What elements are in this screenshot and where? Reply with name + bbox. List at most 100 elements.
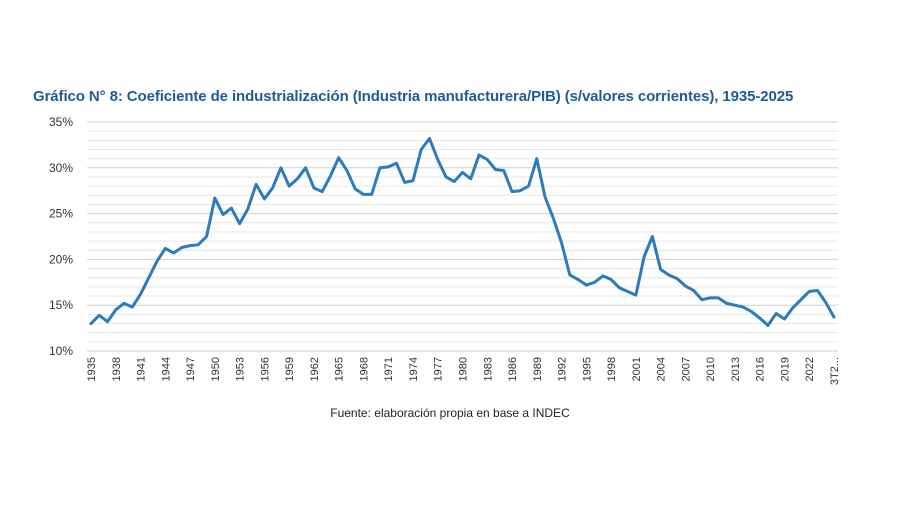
data-point <box>527 185 530 188</box>
data-point <box>577 278 580 281</box>
data-point <box>114 308 117 311</box>
x-tick-label: 2013 <box>730 357 742 381</box>
data-point <box>634 294 637 297</box>
x-tick-label: 1995 <box>581 357 593 381</box>
x-tick-label: 2022 <box>804 357 816 381</box>
x-tick-label: 1935 <box>86 357 98 381</box>
data-point <box>469 177 472 180</box>
data-point <box>436 158 439 161</box>
data-point <box>271 186 274 189</box>
data-point <box>733 304 736 307</box>
x-tick-label: 1980 <box>458 357 470 381</box>
data-point <box>312 186 315 189</box>
x-tick-label: 1953 <box>235 357 247 381</box>
data-point <box>519 189 522 192</box>
data-point <box>222 213 225 216</box>
data-point <box>552 217 555 220</box>
x-tick-label: 1986 <box>507 357 519 381</box>
data-point <box>411 179 414 182</box>
y-tick-label: 30% <box>49 161 73 175</box>
x-tick-label: 1962 <box>309 357 321 381</box>
x-tick-label: 1959 <box>284 357 296 381</box>
data-point <box>337 156 340 159</box>
x-tick-label: 1950 <box>210 357 222 381</box>
x-tick-label: 3T2... <box>829 357 841 385</box>
data-point <box>643 255 646 258</box>
data-point <box>345 169 348 172</box>
data-point <box>139 293 142 296</box>
x-tick-label: 1983 <box>482 357 494 381</box>
data-point <box>560 241 563 244</box>
data-point <box>568 273 571 276</box>
x-tick-label: 1968 <box>358 357 370 381</box>
data-point <box>610 278 613 281</box>
data-point <box>766 324 769 327</box>
data-point <box>725 302 728 305</box>
data-point <box>205 235 208 238</box>
x-tick-label: 1938 <box>111 357 123 381</box>
x-tick-label: 1989 <box>532 357 544 381</box>
data-point <box>808 290 811 293</box>
data-point <box>106 320 109 323</box>
data-point <box>684 284 687 287</box>
data-point <box>833 316 836 319</box>
data-point <box>288 185 291 188</box>
data-point <box>750 310 753 313</box>
x-tick-label: 1971 <box>383 357 395 381</box>
data-point <box>90 322 93 325</box>
x-tick-label: 2004 <box>656 357 668 381</box>
x-tick-label: 2016 <box>755 357 767 381</box>
data-point <box>742 306 745 309</box>
data-point <box>230 207 233 210</box>
data-point <box>263 197 266 200</box>
x-tick-label: 1977 <box>433 357 445 381</box>
data-point <box>428 137 431 140</box>
data-point <box>717 296 720 299</box>
series-line-coeficiente <box>89 136 836 327</box>
data-point <box>461 171 464 174</box>
data-point <box>692 289 695 292</box>
data-point <box>354 187 357 190</box>
data-point <box>700 298 703 301</box>
data-point <box>304 166 307 169</box>
data-point <box>164 247 167 250</box>
y-tick-label: 20% <box>49 252 73 266</box>
data-point <box>387 165 390 168</box>
data-point <box>585 284 588 287</box>
x-tick-label: 1941 <box>136 357 148 381</box>
data-point <box>213 197 216 200</box>
data-point <box>775 312 778 315</box>
series-layer <box>89 136 836 327</box>
x-tick-label: 2001 <box>631 357 643 381</box>
data-point <box>676 277 679 280</box>
data-point <box>362 193 365 196</box>
data-point <box>255 183 258 186</box>
data-point <box>444 175 447 178</box>
data-point <box>783 317 786 320</box>
data-point <box>403 181 406 184</box>
data-point <box>824 301 827 304</box>
x-tick-label: 1947 <box>185 357 197 381</box>
data-point <box>593 281 596 284</box>
data-point <box>626 290 629 293</box>
data-point <box>378 166 381 169</box>
x-tick-label: 1956 <box>259 357 271 381</box>
data-point <box>329 175 332 178</box>
data-point <box>246 208 249 211</box>
x-tick-label: 2007 <box>680 357 692 381</box>
data-point <box>453 180 456 183</box>
x-tick-label: 1998 <box>606 357 618 381</box>
data-point <box>296 177 299 180</box>
data-point <box>180 246 183 249</box>
data-point <box>321 190 324 193</box>
data-point <box>659 268 662 271</box>
y-tick-label: 35% <box>49 115 73 129</box>
data-point <box>98 314 101 317</box>
data-point <box>156 260 159 263</box>
data-point <box>544 196 547 199</box>
data-point <box>511 190 514 193</box>
data-point <box>420 148 423 151</box>
x-axis-ticks: 1935 1938 1941 1944 1947 1950 1953 1956 1959 1962… <box>86 357 841 385</box>
data-point <box>370 193 373 196</box>
